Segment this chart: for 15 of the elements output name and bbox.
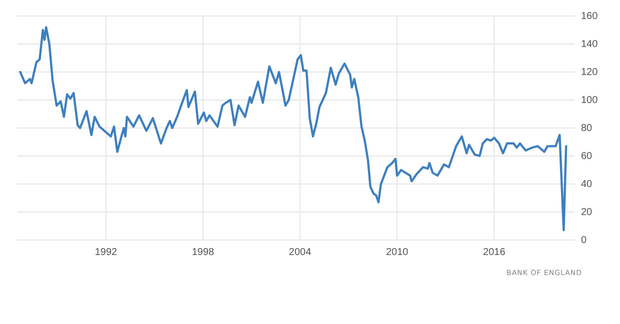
x-tick-label: 2004 <box>288 247 312 258</box>
y-tick-label: 100 <box>581 95 598 106</box>
y-tick-label: 160 <box>581 11 598 22</box>
y-tick-label: 0 <box>581 235 587 246</box>
line-series <box>19 26 568 232</box>
y-tick-label: 20 <box>581 207 593 218</box>
x-tick-label: 1992 <box>94 247 118 258</box>
y-tick-label: 120 <box>581 67 598 78</box>
y-tick-label: 60 <box>581 151 593 162</box>
y-tick-label: 80 <box>581 123 593 134</box>
y-tick-label: 140 <box>581 39 598 50</box>
x-tick-label: 1998 <box>192 247 215 258</box>
x-tick-label: 2016 <box>483 247 506 258</box>
y-tick-label: 40 <box>581 179 593 190</box>
x-tick-label: 2010 <box>386 247 409 258</box>
